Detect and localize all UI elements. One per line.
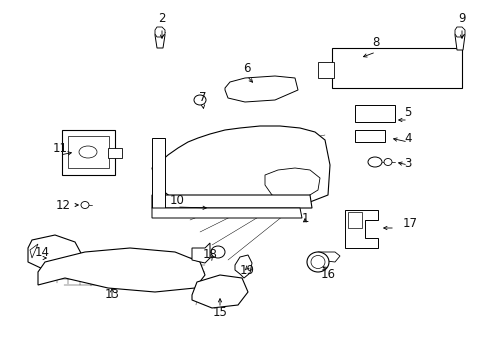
Polygon shape <box>454 27 464 37</box>
Text: 14: 14 <box>35 246 49 258</box>
Text: 3: 3 <box>404 157 411 170</box>
Polygon shape <box>28 235 82 270</box>
Ellipse shape <box>81 202 89 208</box>
Ellipse shape <box>367 157 381 167</box>
Polygon shape <box>235 255 251 278</box>
Polygon shape <box>354 105 394 122</box>
Polygon shape <box>354 130 384 142</box>
Polygon shape <box>192 243 209 263</box>
Text: 4: 4 <box>404 131 411 144</box>
Polygon shape <box>68 136 109 168</box>
Polygon shape <box>317 252 339 262</box>
Text: 19: 19 <box>239 264 254 276</box>
Polygon shape <box>152 195 311 208</box>
Text: 15: 15 <box>212 306 227 320</box>
Text: 11: 11 <box>52 141 67 154</box>
Polygon shape <box>345 210 377 248</box>
Polygon shape <box>224 76 297 102</box>
Polygon shape <box>155 28 164 48</box>
Ellipse shape <box>306 252 328 272</box>
Polygon shape <box>152 138 164 210</box>
Text: 9: 9 <box>457 12 465 24</box>
Text: 1: 1 <box>301 212 308 225</box>
Polygon shape <box>347 212 361 228</box>
Ellipse shape <box>194 95 205 105</box>
Polygon shape <box>454 28 464 50</box>
Polygon shape <box>317 62 333 78</box>
Text: 18: 18 <box>202 248 217 261</box>
Polygon shape <box>62 130 115 175</box>
Text: 8: 8 <box>371 36 379 49</box>
Text: 10: 10 <box>169 194 184 207</box>
Polygon shape <box>152 126 329 207</box>
Text: 17: 17 <box>402 216 417 230</box>
Text: 13: 13 <box>104 288 119 302</box>
Text: 16: 16 <box>320 269 335 282</box>
Polygon shape <box>38 248 204 292</box>
Text: 12: 12 <box>55 198 70 212</box>
Ellipse shape <box>310 256 325 269</box>
Polygon shape <box>192 275 247 308</box>
Ellipse shape <box>79 146 97 158</box>
Polygon shape <box>108 148 122 158</box>
Text: 5: 5 <box>404 105 411 118</box>
Ellipse shape <box>383 158 391 166</box>
Polygon shape <box>331 48 461 88</box>
Polygon shape <box>30 244 38 258</box>
Polygon shape <box>152 208 302 218</box>
Text: 7: 7 <box>199 90 206 104</box>
Ellipse shape <box>210 246 224 258</box>
Polygon shape <box>264 168 319 200</box>
Polygon shape <box>155 27 164 37</box>
Text: 2: 2 <box>158 12 165 24</box>
Text: 6: 6 <box>243 62 250 75</box>
